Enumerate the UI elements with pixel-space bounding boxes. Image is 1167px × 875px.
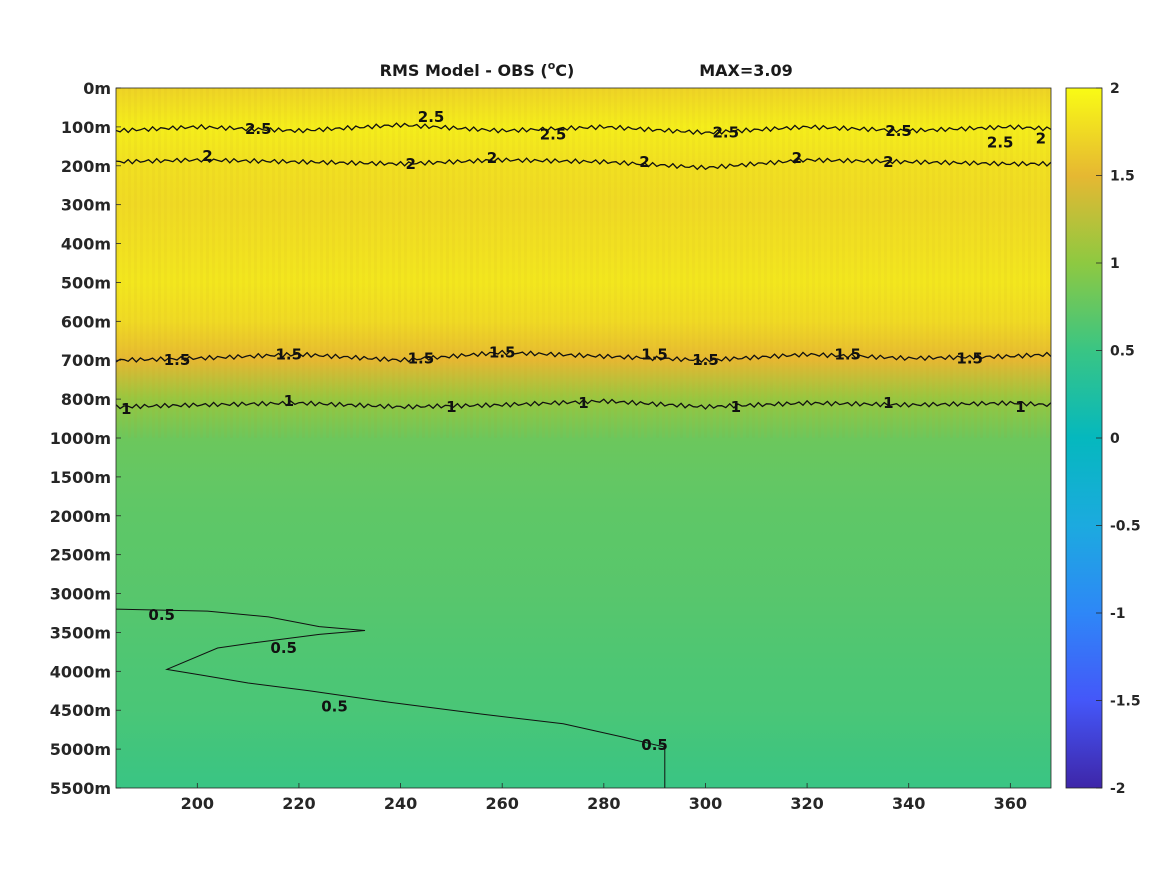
- y-tick-label: 1500m: [50, 468, 111, 487]
- contour-label: 2.5: [885, 122, 912, 140]
- contour-label: 2: [639, 153, 649, 171]
- y-tick-label: 3500m: [50, 623, 111, 642]
- contour-label: 0.5: [148, 606, 175, 624]
- max-annotation: MAX=3.09: [699, 61, 793, 80]
- y-tick-label: 3000m: [50, 585, 111, 604]
- contour-label: 2.5: [418, 108, 445, 126]
- x-tick-label: 260: [485, 794, 518, 813]
- y-tick-label: 5000m: [50, 740, 111, 759]
- contour-label: 2.5: [245, 120, 272, 138]
- x-tick-label: 360: [994, 794, 1027, 813]
- y-tick-label: 200m: [61, 157, 111, 176]
- colorbar: 2 1.5 1 0.5 0 -0.5 -1 -1.5 -2: [1065, 81, 1141, 797]
- contour-label: 1.5: [956, 349, 983, 367]
- y-tick-label: 100m: [61, 118, 111, 137]
- y-tick-label: 0m: [83, 79, 111, 98]
- contour-label: 1: [1015, 398, 1025, 416]
- contour-label: 0.5: [641, 736, 668, 754]
- x-tick-label: 220: [282, 794, 315, 813]
- x-tick-label: 240: [384, 794, 417, 813]
- contour-label: 1.5: [276, 345, 303, 363]
- y-tick-label: 4000m: [50, 662, 111, 681]
- contour-label: 2: [405, 155, 415, 173]
- colorbar-tick-label: -1: [1110, 606, 1126, 622]
- contour-label: 2.5: [540, 126, 567, 144]
- y-tick-label: 5500m: [50, 779, 111, 798]
- contour-label: 2.5: [987, 133, 1014, 151]
- contour-lines: [116, 122, 1051, 788]
- colorbar-tick-label: 1: [1110, 256, 1120, 272]
- y-tick-label: 800m: [61, 390, 111, 409]
- contour-label: 1: [284, 392, 294, 410]
- colorbar-tick-label: 0.5: [1110, 344, 1135, 360]
- x-tick-label: 320: [790, 794, 823, 813]
- contour-label: 1.5: [692, 351, 719, 369]
- colorbar-tick-label: 2: [1110, 81, 1120, 97]
- contour-label: 0.5: [270, 639, 297, 657]
- x-tick-label: 280: [587, 794, 620, 813]
- y-tick-label: 700m: [61, 351, 111, 370]
- contour-label: 1: [446, 398, 456, 416]
- y-tick-label: 2000m: [50, 507, 111, 526]
- y-tick-label: 4500m: [50, 701, 111, 720]
- colorbar-ticks: 2 1.5 1 0.5 0 -0.5 -1 -1.5 -2: [1096, 81, 1141, 797]
- y-tick-label: 2500m: [50, 546, 111, 565]
- contour-label: 1.5: [164, 351, 191, 369]
- colorbar-tick-label: 0: [1110, 431, 1120, 447]
- contour-1.5: [116, 349, 1051, 364]
- contour-label: 1: [883, 394, 893, 412]
- heatmap-field: [116, 88, 1051, 788]
- x-axis: 200 220 240 260 280 300 320 340 360: [181, 783, 1027, 813]
- contour-label: 2: [202, 147, 212, 165]
- y-tick-label: 600m: [61, 312, 111, 331]
- contour-label: 1.5: [834, 345, 861, 363]
- chart-title: RMS Model - OBS (oC): [380, 59, 575, 80]
- contour-label: 2: [883, 153, 893, 171]
- x-tick-label: 300: [689, 794, 722, 813]
- contour-label: 1.5: [489, 343, 516, 361]
- contour-1: [116, 398, 1051, 410]
- plot-area: 2.5 2.5 2.5 2.5 2.5 2.5 2 2 2 2 2 2 2 1.5 1.5 1.5 1.5 1.5…: [115, 87, 1052, 789]
- y-tick-label: 400m: [61, 235, 111, 254]
- contour-label: 1: [731, 398, 741, 416]
- contour-label: 1.5: [408, 349, 435, 367]
- y-tick-label: 500m: [61, 273, 111, 292]
- x-tick-label: 340: [892, 794, 925, 813]
- contour-label: 2: [1036, 130, 1046, 148]
- colorbar-tick-label: -2: [1110, 781, 1126, 797]
- contour-0.5: [116, 608, 666, 788]
- contour-2.5: [116, 122, 1051, 136]
- contour-2: [116, 156, 1051, 171]
- x-tick-label: 200: [181, 794, 214, 813]
- colorbar-tick-label: -0.5: [1110, 519, 1141, 535]
- contour-label: 1.5: [641, 345, 668, 363]
- contour-label: 2.5: [713, 124, 740, 142]
- heatmap-texture: [116, 88, 1049, 438]
- y-tick-label: 300m: [61, 196, 111, 215]
- contour-labels: 2.5 2.5 2.5 2.5 2.5 2.5 2 2 2 2 2 2 2 1.5 1.5 1.5 1.5 1.5…: [121, 108, 1046, 754]
- y-axis: 0m 100m 200m 300m 400m 500m 600m 700m 800m 1000m 1…: [50, 79, 121, 798]
- contour-label: 1: [578, 394, 588, 412]
- y-tick-label: 1000m: [50, 429, 111, 448]
- colorbar-tick-label: -1.5: [1110, 694, 1141, 710]
- contour-label: 1: [121, 400, 131, 418]
- colorbar-tick-label: 1.5: [1110, 169, 1135, 185]
- contour-label: 2: [487, 149, 497, 167]
- contour-label: 2: [792, 149, 802, 167]
- contour-label: 0.5: [321, 697, 348, 715]
